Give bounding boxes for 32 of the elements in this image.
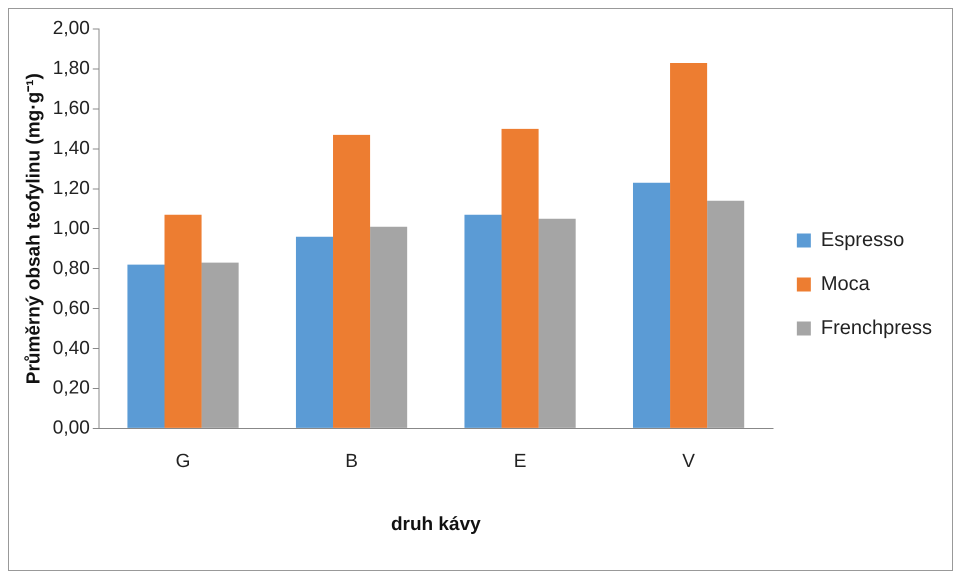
x-axis-title: druh kávy — [390, 514, 482, 535]
x-tick-label: E — [514, 451, 526, 472]
bar — [127, 264, 164, 428]
y-tick-label: 2,00 — [52, 18, 90, 40]
y-axis-title: Průměrný obsah teofylinu (mg·g⁻¹) — [24, 73, 45, 384]
bar — [670, 62, 708, 428]
bar — [632, 182, 670, 428]
y-tick-label: 0,20 — [52, 378, 90, 399]
y-tick-label: 0,60 — [52, 298, 90, 319]
x-tick-label: B — [345, 451, 358, 472]
bar — [464, 214, 502, 428]
bar — [502, 128, 539, 428]
bar — [296, 236, 334, 428]
x-tick-label: V — [682, 451, 696, 472]
bar — [538, 218, 576, 428]
y-tick-label: 0,00 — [52, 418, 90, 439]
bar — [164, 214, 202, 428]
legend-label: Frenchpress — [820, 317, 932, 340]
legend-label: Moca — [820, 273, 871, 296]
y-tick-label: 1,60 — [52, 98, 90, 120]
y-tick-label: 0,80 — [52, 258, 90, 279]
y-tick-label: 1,20 — [52, 178, 90, 199]
bar — [370, 226, 408, 428]
x-tick-label: G — [176, 451, 190, 472]
legend-label: Espresso — [820, 229, 904, 252]
bar — [333, 134, 370, 428]
y-tick-label: 1,80 — [52, 58, 90, 80]
y-tick-label: 1,00 — [52, 218, 90, 239]
bar — [202, 262, 239, 428]
bar — [707, 200, 744, 428]
y-tick-label: 1,40 — [52, 138, 90, 160]
y-tick-label: 0,40 — [52, 338, 90, 359]
